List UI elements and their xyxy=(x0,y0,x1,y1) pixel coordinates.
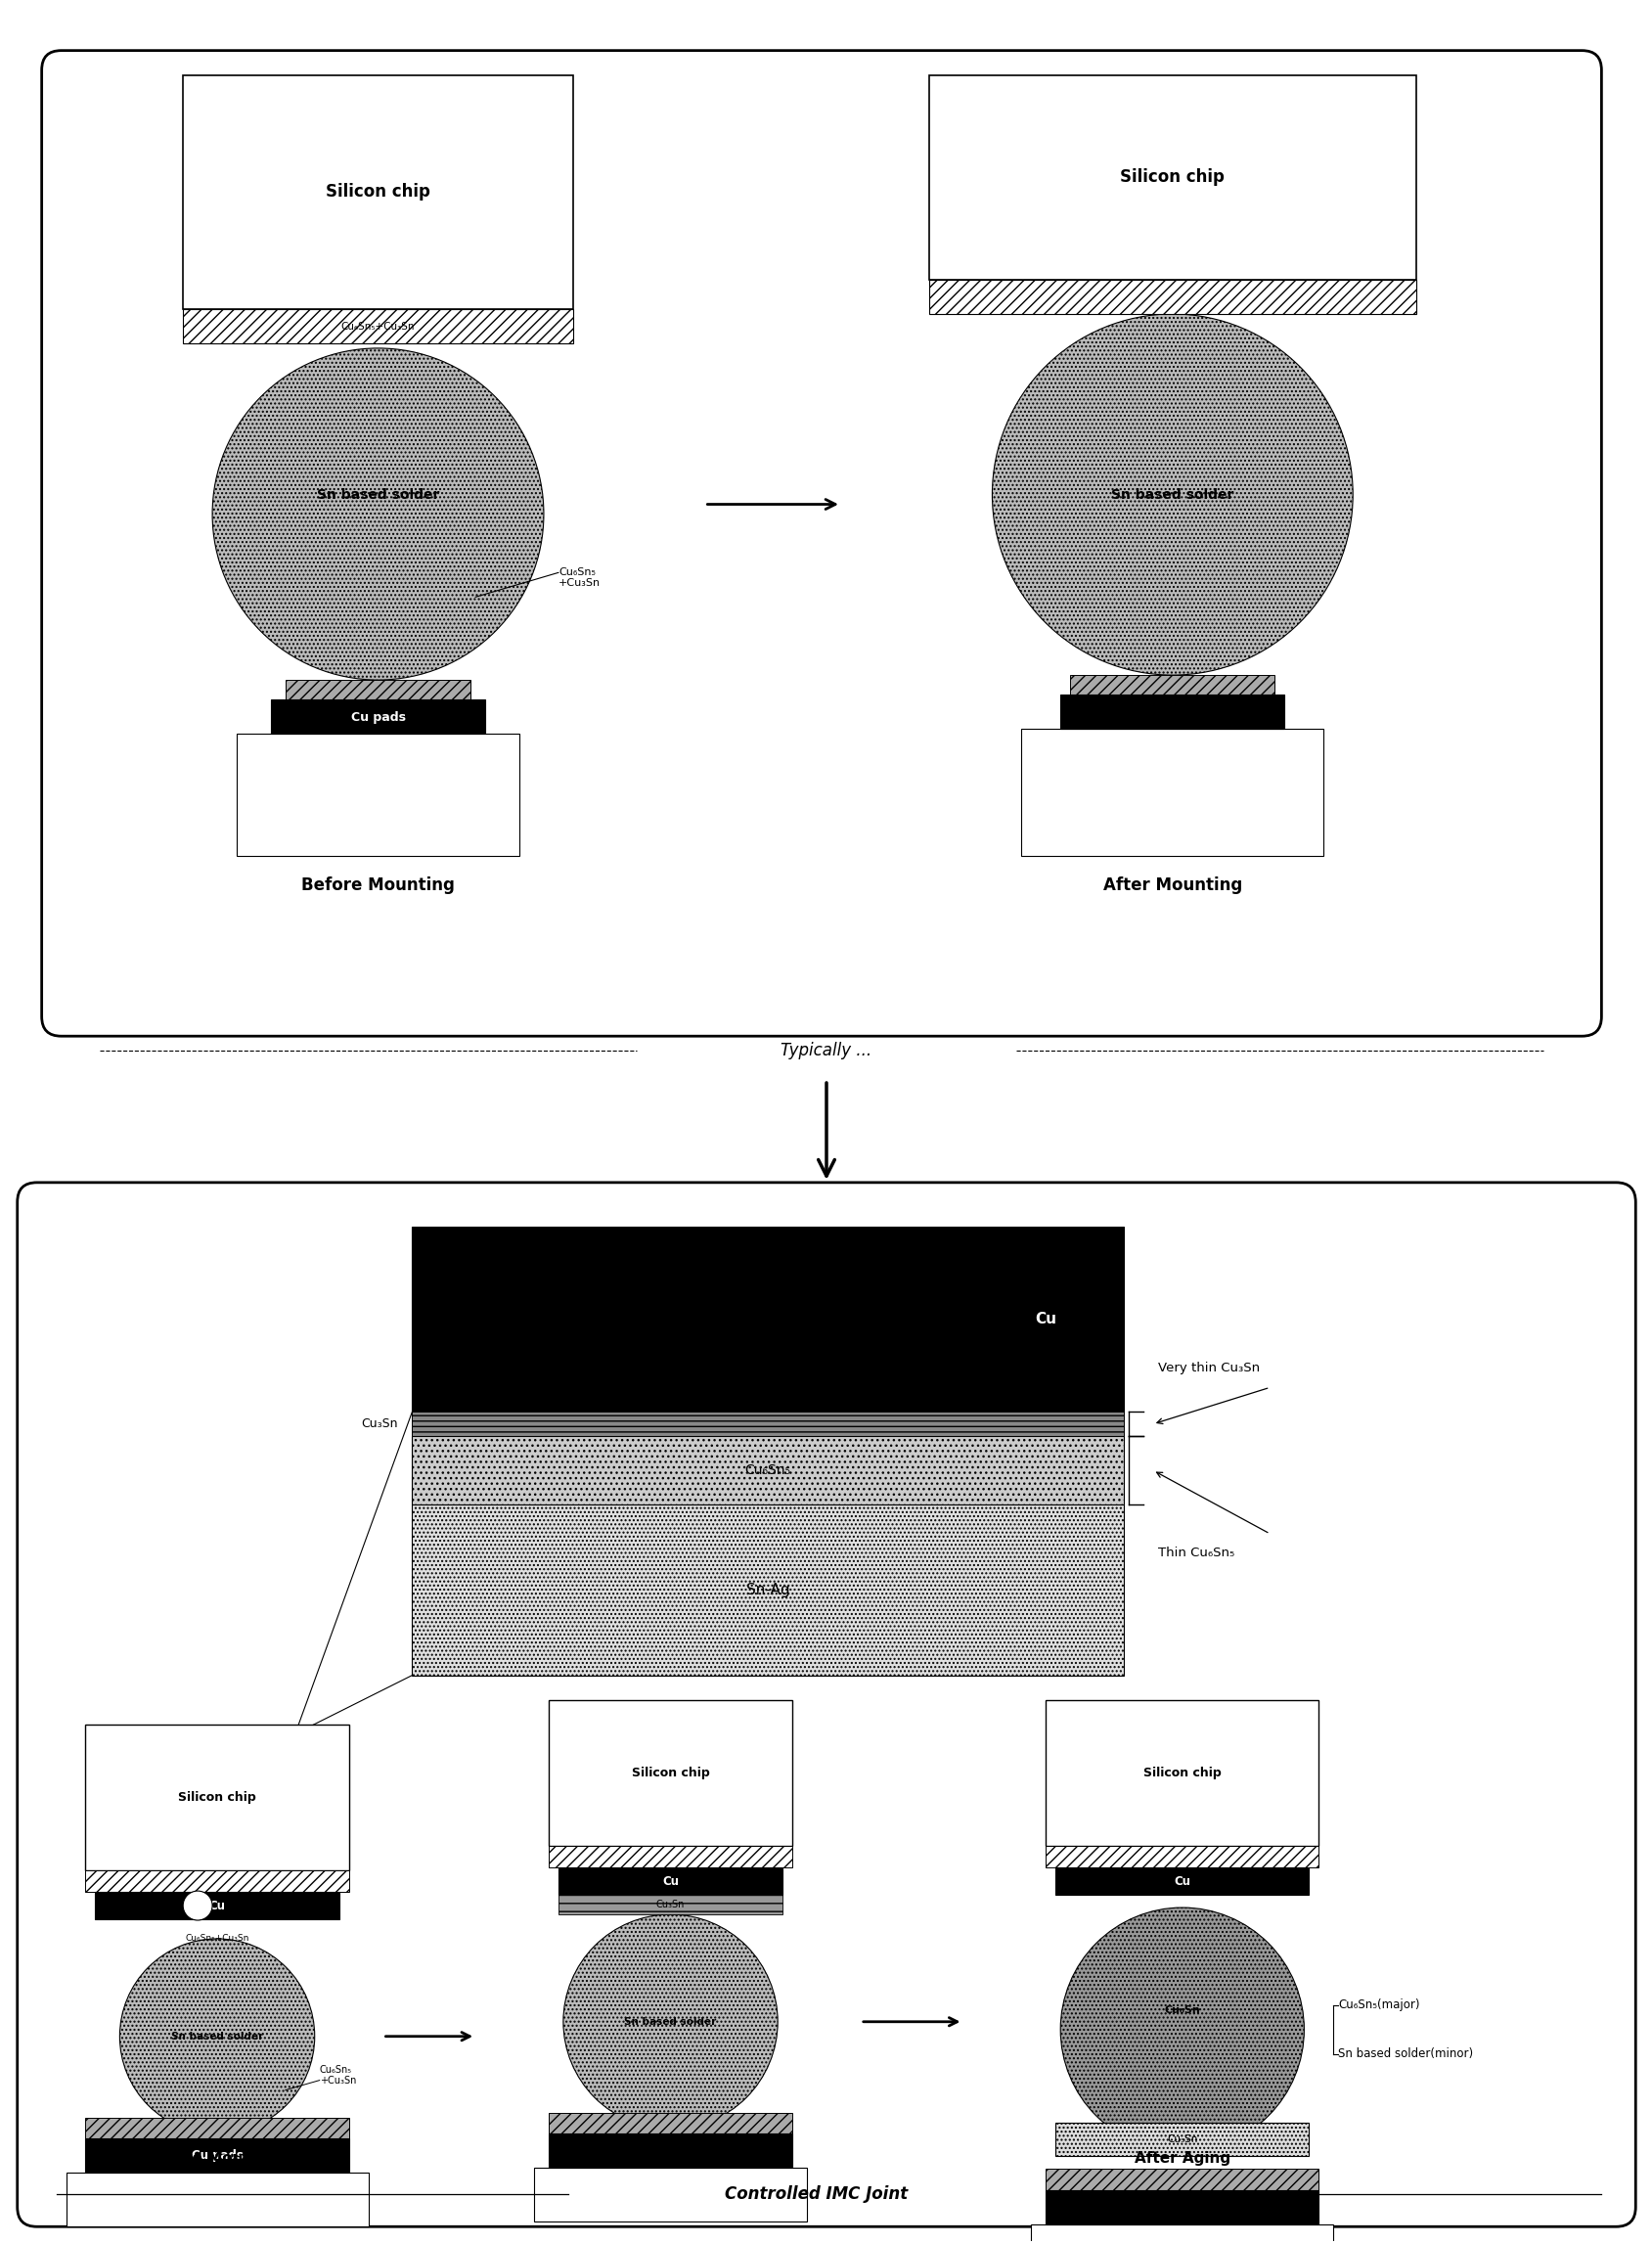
Bar xyxy=(411,1227,1123,1411)
Bar xyxy=(558,1867,783,1894)
Bar xyxy=(66,2172,368,2226)
Text: Cu: Cu xyxy=(1036,1313,1057,1326)
Bar xyxy=(1056,1867,1308,1894)
Text: Silicon chip: Silicon chip xyxy=(325,184,430,200)
Circle shape xyxy=(993,314,1353,675)
Bar xyxy=(96,1892,339,1919)
Text: Cu pads: Cu pads xyxy=(350,711,405,723)
Text: Very thin Cu₃Sn: Very thin Cu₃Sn xyxy=(1158,1362,1260,1373)
Bar xyxy=(411,1411,1123,1436)
Text: Typically ...: Typically ... xyxy=(781,1041,872,1059)
Text: After Aging: After Aging xyxy=(1135,2152,1231,2165)
Text: After Mounting: After Mounting xyxy=(1104,875,1242,893)
Bar xyxy=(411,1436,1123,1503)
FancyBboxPatch shape xyxy=(17,1183,1635,2226)
Bar xyxy=(286,680,471,700)
Text: Sn-Ag: Sn-Ag xyxy=(747,1582,790,1598)
Text: After Mounting: After Mounting xyxy=(606,2152,733,2165)
Bar xyxy=(928,74,1416,280)
Text: Cu: Cu xyxy=(1175,1874,1191,1887)
Text: Before Mounting: Before Mounting xyxy=(147,2152,287,2165)
Bar xyxy=(86,2139,349,2172)
Circle shape xyxy=(183,1892,213,1921)
Circle shape xyxy=(1061,1907,1303,2152)
Bar xyxy=(1056,2123,1308,2156)
Text: Cu₆Sn: Cu₆Sn xyxy=(1165,2006,1201,2015)
Bar xyxy=(1021,729,1323,855)
Bar xyxy=(271,700,486,734)
Text: Cu: Cu xyxy=(208,1898,226,1912)
Bar xyxy=(1046,2190,1318,2224)
Bar xyxy=(1046,1847,1318,1867)
Text: Silicon chip: Silicon chip xyxy=(631,1766,709,1779)
Text: Silicon chip: Silicon chip xyxy=(1143,1766,1221,1779)
Text: Sn based solder: Sn based solder xyxy=(624,2017,717,2026)
Bar xyxy=(411,1503,1123,1676)
Bar xyxy=(183,310,573,343)
Bar xyxy=(86,2118,349,2139)
Text: Before Mounting: Before Mounting xyxy=(301,875,454,893)
Text: Sn based solder(minor): Sn based solder(minor) xyxy=(1338,2047,1474,2060)
FancyBboxPatch shape xyxy=(41,52,1601,1037)
Text: Cu₆Sn₅+Cu₃Sn: Cu₆Sn₅+Cu₃Sn xyxy=(340,321,415,332)
Text: Sn based solder: Sn based solder xyxy=(317,487,439,500)
Text: Sn based solder: Sn based solder xyxy=(172,2031,263,2042)
Circle shape xyxy=(119,1939,314,2134)
Text: Cu₆Sn₅(major): Cu₆Sn₅(major) xyxy=(1338,1999,1421,2011)
Circle shape xyxy=(563,1914,778,2130)
Bar xyxy=(1046,2170,1318,2190)
Text: Sn based solder: Sn based solder xyxy=(1112,487,1234,500)
Bar xyxy=(1046,1699,1318,1847)
Text: Silicon chip: Silicon chip xyxy=(178,1791,256,1804)
Bar xyxy=(548,2112,793,2134)
Bar xyxy=(548,1847,793,1867)
Bar xyxy=(558,1894,783,1914)
Bar xyxy=(1070,675,1275,696)
Text: Cu: Cu xyxy=(662,1874,679,1887)
Bar xyxy=(86,1871,349,1892)
Text: Silicon chip: Silicon chip xyxy=(1120,168,1224,186)
Text: Controlled IMC Joint: Controlled IMC Joint xyxy=(725,2186,909,2204)
Text: Cu₃Sn: Cu₃Sn xyxy=(360,1418,398,1429)
Circle shape xyxy=(213,348,544,680)
Bar xyxy=(548,1699,793,1847)
Bar xyxy=(534,2168,806,2222)
Text: Cu pads: Cu pads xyxy=(192,2150,243,2163)
Text: Cu₆Sn₅: Cu₆Sn₅ xyxy=(745,1463,791,1477)
Text: Cu₆Sn₅+Cu₃Sn: Cu₆Sn₅+Cu₃Sn xyxy=(185,1934,249,1943)
Bar xyxy=(86,1723,349,1871)
Bar xyxy=(236,734,519,855)
Bar xyxy=(183,74,573,310)
Text: Thin Cu₆Sn₅: Thin Cu₆Sn₅ xyxy=(1158,1546,1234,1560)
Text: Cu₃Sn: Cu₃Sn xyxy=(1166,2134,1198,2145)
Text: Cu₃Sn: Cu₃Sn xyxy=(656,1901,686,1910)
Text: Cu₆Sn₅
+Cu₃Sn: Cu₆Sn₅ +Cu₃Sn xyxy=(558,568,601,588)
Text: Cu₆Sn₅
+Cu₃Sn: Cu₆Sn₅ +Cu₃Sn xyxy=(319,2064,357,2087)
Bar xyxy=(928,280,1416,314)
Bar xyxy=(548,2134,793,2168)
Bar xyxy=(1031,2224,1333,2244)
Bar xyxy=(1061,696,1285,729)
